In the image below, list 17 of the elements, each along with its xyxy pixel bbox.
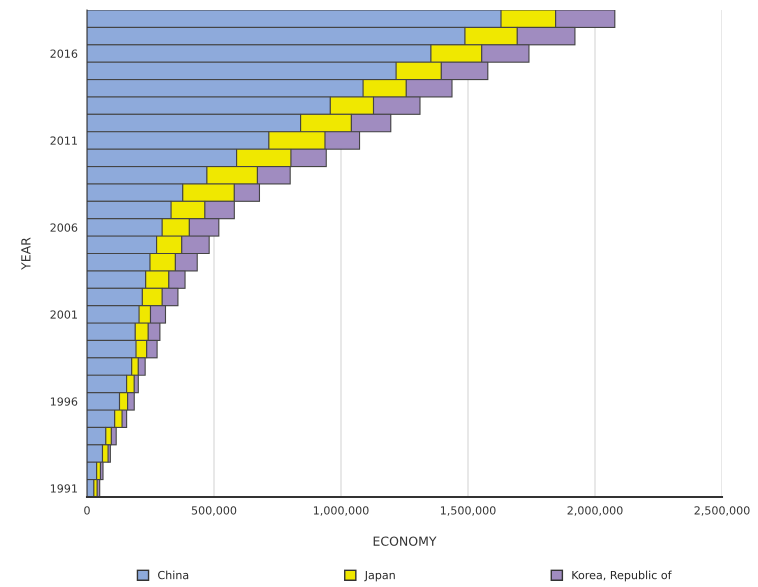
legend-label: Japan [364,570,395,582]
y-tick-label: 2006 [50,223,78,232]
y-tick-label: 2016 [50,49,78,58]
x-tick-label: 1,000,000 [314,506,369,516]
y-tick-label: 2001 [50,310,77,319]
legend-label: Korea, Republic of [572,570,672,582]
y-axis-title: YEAR [21,237,30,270]
x-tick-label: 0 [84,506,90,515]
y-tick-label: 1996 [50,397,78,406]
x-axis-title: ECONOMY [374,536,437,546]
x-tick-label: 2,500,000 [694,506,750,516]
x-tick-label: 500,000 [192,506,236,516]
y-tick-label: 1991 [50,484,77,493]
x-tick-label: 1,500,000 [440,506,496,516]
legend-label: China [158,570,188,580]
x-tick-label: 2,000,000 [568,506,623,516]
y-tick-label: 2011 [50,136,77,145]
